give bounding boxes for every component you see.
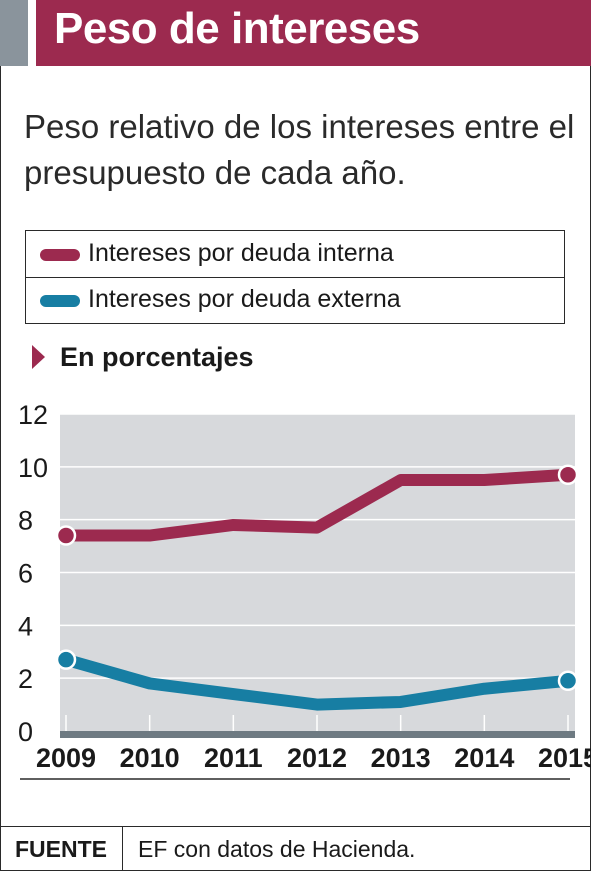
legend-item-externa: Intereses por deuda externa	[26, 277, 564, 323]
y-tick-label-6: 12	[18, 400, 48, 430]
x-tick-label-0: 2009	[36, 743, 96, 773]
y-tick-label-2: 4	[18, 611, 33, 641]
unit-label: En porcentajes	[60, 342, 254, 372]
header-accent-stub	[0, 0, 28, 66]
point-interna-2015	[557, 464, 579, 486]
legend-swatch-interna	[40, 249, 80, 261]
x-tick-label-3: 2012	[287, 743, 347, 773]
legend: Intereses por deuda interna Intereses po…	[25, 230, 565, 324]
point-interna-2009	[55, 525, 77, 546]
triangle-right-icon	[32, 345, 45, 369]
y-tick-label-1: 2	[18, 664, 33, 694]
x-tick-label-6: 2015	[538, 743, 591, 773]
y-tick-label-0: 0	[18, 717, 33, 747]
y-tick-label-3: 6	[18, 559, 33, 589]
chart-headline: Peso de intereses	[54, 4, 420, 53]
x-axis-bar	[60, 731, 575, 738]
header-bar	[36, 0, 591, 66]
header: Peso de intereses	[0, 0, 591, 66]
legend-item-interna: Intereses por deuda interna	[26, 231, 564, 278]
series-line-interna	[60, 468, 574, 542]
line-chart: 0 2 4 6 8 10 12 2009 2010 2011 2012 2013 2014 2015	[18, 400, 591, 780]
y-tick-label-4: 8	[18, 506, 33, 536]
point-externa-2009	[55, 649, 77, 670]
source-bar: FUENTE EF con datos de Hacienda.	[0, 826, 591, 871]
series-line-externa	[60, 653, 574, 711]
x-tick-label-2: 2011	[204, 743, 263, 773]
point-externa-2015	[557, 670, 579, 692]
source-text: EF con datos de Hacienda.	[138, 836, 416, 862]
legend-label-externa: Intereses por deuda externa	[88, 285, 401, 313]
chart-subtitle: Peso relativo de los intereses entre el …	[24, 108, 575, 191]
x-tick-label-1: 2010	[120, 743, 180, 773]
legend-label-interna: Intereses por deuda interna	[88, 239, 394, 267]
x-tick-label-5: 2014	[454, 743, 514, 773]
legend-swatch-externa	[40, 295, 80, 307]
y-tick-label-5: 10	[18, 453, 48, 483]
x-tick-label-4: 2013	[371, 743, 431, 773]
source-key: FUENTE	[0, 827, 123, 871]
